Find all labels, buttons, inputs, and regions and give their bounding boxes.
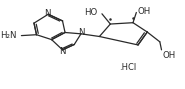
Text: HO: HO — [84, 8, 97, 17]
Text: N: N — [79, 28, 85, 37]
Text: OH: OH — [137, 7, 150, 16]
Text: H₂N: H₂N — [0, 31, 16, 40]
Text: N: N — [44, 9, 50, 18]
Text: .HCl: .HCl — [119, 63, 137, 72]
Text: N: N — [60, 47, 66, 56]
Text: OH: OH — [162, 51, 176, 60]
